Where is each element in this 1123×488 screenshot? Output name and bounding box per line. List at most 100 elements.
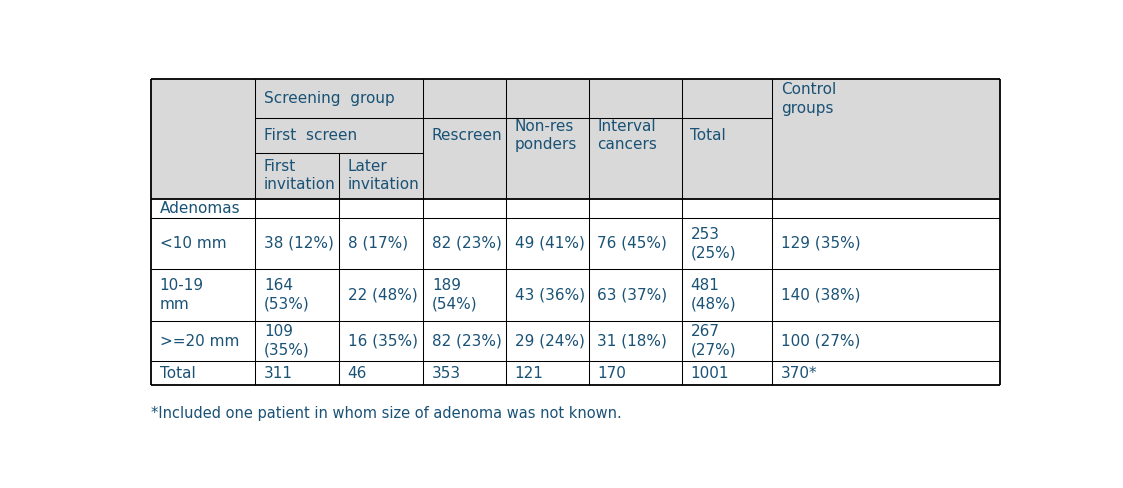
Bar	[773, 361, 1001, 386]
Bar	[423, 119, 505, 153]
Text: >=20 mm: >=20 mm	[159, 334, 239, 348]
Bar	[339, 153, 423, 199]
Text: 38 (12%): 38 (12%)	[264, 236, 334, 251]
Bar	[505, 199, 588, 218]
Bar	[255, 321, 339, 361]
Bar	[505, 119, 588, 153]
Bar	[682, 361, 773, 386]
Bar	[423, 199, 505, 218]
Text: 481
(48%): 481 (48%)	[691, 278, 736, 312]
Bar	[682, 119, 773, 153]
Bar	[339, 79, 423, 119]
Text: 170: 170	[597, 366, 627, 381]
Text: Total: Total	[691, 128, 727, 143]
Text: First  screen: First screen	[264, 128, 357, 143]
Text: 140 (38%): 140 (38%)	[780, 287, 860, 303]
Bar	[423, 79, 505, 119]
Text: *Included one patient in whom size of adenoma was not known.: *Included one patient in whom size of ad…	[150, 406, 621, 421]
Text: 189
(54%): 189 (54%)	[432, 278, 477, 312]
Bar	[150, 269, 255, 321]
Bar	[588, 321, 682, 361]
Bar	[150, 153, 255, 199]
Bar	[588, 79, 682, 119]
Text: 46: 46	[347, 366, 367, 381]
Bar	[773, 269, 1001, 321]
Text: 31 (18%): 31 (18%)	[597, 334, 667, 348]
Bar	[588, 119, 682, 153]
Bar	[255, 269, 339, 321]
Bar	[682, 153, 773, 199]
Bar	[339, 218, 423, 269]
Text: Non-res
ponders: Non-res ponders	[514, 119, 577, 152]
Text: Adenomas: Adenomas	[159, 201, 240, 216]
Bar	[773, 321, 1001, 361]
Bar	[505, 218, 588, 269]
Bar	[255, 218, 339, 269]
Text: 129 (35%): 129 (35%)	[780, 236, 860, 251]
Bar	[339, 199, 423, 218]
Text: 10-19
mm: 10-19 mm	[159, 278, 203, 312]
Bar	[339, 321, 423, 361]
Bar	[339, 119, 423, 153]
Bar	[150, 79, 255, 119]
Text: 121: 121	[514, 366, 544, 381]
Bar	[773, 199, 1001, 218]
Bar	[588, 199, 682, 218]
Bar	[505, 269, 588, 321]
Bar	[773, 79, 1001, 119]
Bar	[423, 269, 505, 321]
Text: 22 (48%): 22 (48%)	[347, 287, 418, 303]
Bar	[150, 199, 255, 218]
Bar	[505, 79, 588, 119]
Bar	[255, 199, 339, 218]
Bar	[682, 269, 773, 321]
Text: Interval
cancers: Interval cancers	[597, 119, 657, 152]
Bar	[588, 361, 682, 386]
Bar	[339, 361, 423, 386]
Text: First
invitation: First invitation	[264, 159, 336, 192]
Bar	[588, 153, 682, 199]
Text: 370*: 370*	[780, 366, 818, 381]
Text: Screening  group: Screening group	[264, 91, 394, 106]
Bar	[588, 218, 682, 269]
Bar	[423, 321, 505, 361]
Bar	[255, 361, 339, 386]
Bar	[588, 269, 682, 321]
Text: 82 (23%): 82 (23%)	[432, 236, 502, 251]
Bar	[150, 119, 255, 153]
Text: 267
(27%): 267 (27%)	[691, 324, 736, 358]
Text: 76 (45%): 76 (45%)	[597, 236, 667, 251]
Bar	[773, 153, 1001, 199]
Bar	[150, 321, 255, 361]
Bar	[682, 218, 773, 269]
Bar	[339, 269, 423, 321]
Bar	[773, 218, 1001, 269]
Bar	[423, 361, 505, 386]
Text: 1001: 1001	[691, 366, 729, 381]
Text: 49 (41%): 49 (41%)	[514, 236, 584, 251]
Bar	[150, 361, 255, 386]
Text: 164
(53%): 164 (53%)	[264, 278, 310, 312]
Text: 353: 353	[432, 366, 462, 381]
Text: Later
invitation: Later invitation	[347, 159, 419, 192]
Bar	[423, 218, 505, 269]
Text: 16 (35%): 16 (35%)	[347, 334, 418, 348]
Bar	[423, 153, 505, 199]
Bar	[150, 218, 255, 269]
Bar	[505, 361, 588, 386]
Text: Total: Total	[159, 366, 195, 381]
Text: 311: 311	[264, 366, 293, 381]
Bar	[505, 153, 588, 199]
Bar	[505, 321, 588, 361]
Text: <10 mm: <10 mm	[159, 236, 226, 251]
Bar	[773, 119, 1001, 153]
Text: 100 (27%): 100 (27%)	[780, 334, 860, 348]
Text: 82 (23%): 82 (23%)	[432, 334, 502, 348]
Text: Control
groups: Control groups	[780, 82, 837, 116]
Bar	[682, 199, 773, 218]
Text: 29 (24%): 29 (24%)	[514, 334, 584, 348]
Text: 253
(25%): 253 (25%)	[691, 226, 736, 260]
Text: 109
(35%): 109 (35%)	[264, 324, 310, 358]
Bar	[255, 153, 339, 199]
Text: 43 (36%): 43 (36%)	[514, 287, 585, 303]
